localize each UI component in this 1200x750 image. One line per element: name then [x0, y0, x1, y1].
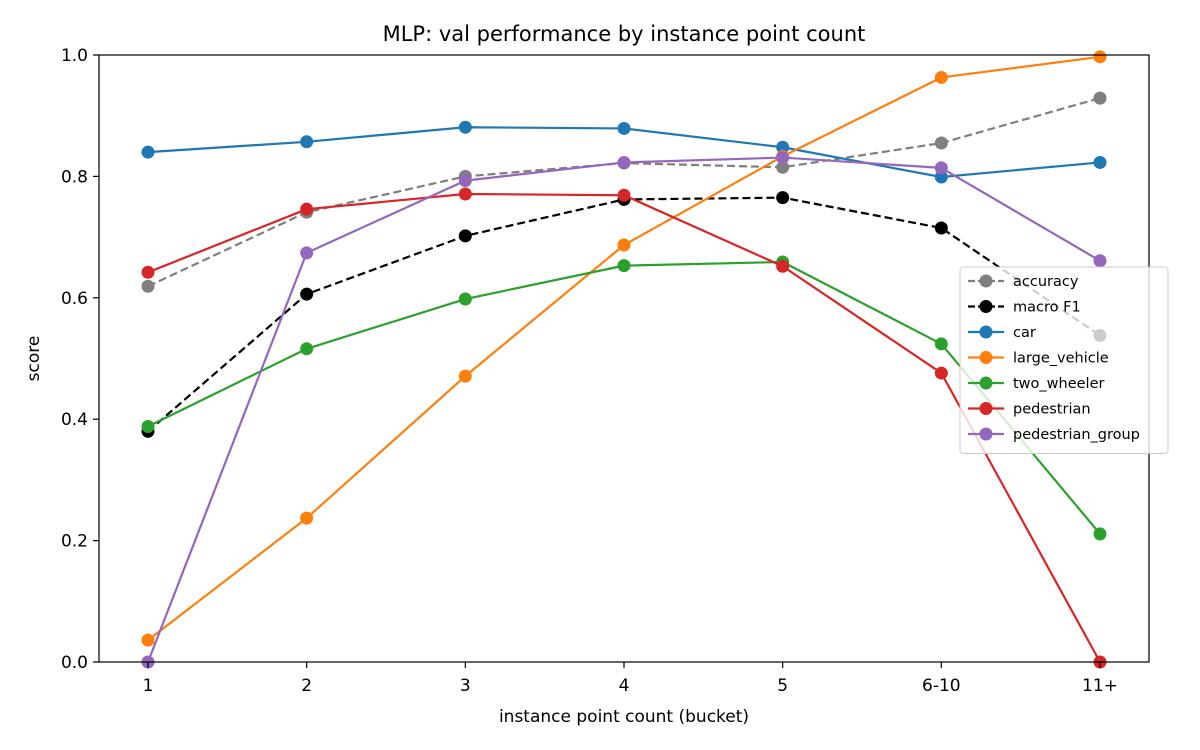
data-point-pedestrian-group [934, 161, 948, 175]
data-point-accuracy [141, 279, 155, 293]
series-line-two-wheeler [147, 260, 1101, 535]
x-tick-label: 6-10 [922, 676, 961, 696]
y-tick-label: 0.0 [61, 653, 88, 673]
data-point-pedestrian-group [458, 174, 472, 188]
data-point-pedestrian [141, 265, 155, 279]
y-tick-label: 0.4 [61, 410, 88, 430]
x-axis-title: instance point count (bucket) [499, 707, 749, 727]
data-point-pedestrian-group [1093, 254, 1107, 268]
legend-label-two-wheeler: two_wheeler [1013, 376, 1105, 392]
series-layer [141, 50, 1107, 669]
data-point-pedestrian-group [617, 155, 631, 169]
legend-swatch-marker-car [979, 325, 993, 339]
data-point-car [141, 145, 155, 159]
data-point-two-wheeler [1093, 527, 1107, 541]
data-point-two-wheeler [934, 337, 948, 351]
data-point-car [1093, 155, 1107, 169]
data-point-car [300, 135, 314, 149]
data-point-car [617, 121, 631, 135]
legend-swatch-marker-pedestrian-group [979, 427, 993, 441]
axes-layer: 1 2 3 4 5 6-10 11+ 0.0 0.2 0.4 0.6 0.8 1.0 [61, 46, 1118, 696]
data-point-two-wheeler [300, 342, 314, 356]
data-point-pedestrian [934, 366, 948, 380]
y-tick-label: 1.0 [61, 46, 88, 66]
legend-label-pedestrian: pedestrian [1013, 402, 1091, 418]
legend-swatch-marker-two-wheeler [979, 376, 993, 390]
data-point-pedestrian [776, 259, 790, 273]
data-point-accuracy [776, 160, 790, 174]
data-point-car [934, 170, 948, 184]
data-point-pedestrian-group [300, 246, 314, 260]
data-point-large-vehicle [617, 238, 631, 252]
data-point-two-wheeler [458, 292, 472, 306]
data-point-large-vehicle [934, 70, 948, 84]
data-point-two-wheeler [141, 419, 155, 433]
legend-label-pedestrian-group: pedestrian_group [1013, 427, 1140, 443]
y-tick-label: 0.2 [61, 532, 88, 552]
data-point-large-vehicle [458, 369, 472, 383]
x-tick-label: 5 [777, 676, 788, 696]
data-point-pedestrian [300, 202, 314, 216]
legend-swatch-marker-large-vehicle [979, 351, 993, 364]
y-axis-title: score [24, 336, 44, 382]
data-point-macro-f1 [776, 191, 790, 205]
legend-swatch-marker-accuracy [979, 274, 993, 288]
y-tick-label: 0.8 [61, 167, 88, 187]
data-point-large-vehicle [300, 511, 314, 525]
legend-label-macro-f1: macro F1 [1013, 300, 1081, 316]
legend-label-large-vehicle: large_vehicle [1013, 351, 1109, 367]
x-tick-label: 3 [460, 676, 471, 696]
data-point-pedestrian [617, 188, 631, 202]
data-point-macro-f1 [300, 287, 314, 301]
data-point-pedestrian [458, 187, 472, 201]
data-point-two-wheeler [617, 259, 631, 273]
legend-swatch-marker-macro-f1 [979, 300, 993, 313]
x-tick-label: 4 [619, 676, 630, 696]
x-tick-label: 11+ [1082, 676, 1118, 696]
data-point-car [776, 140, 790, 154]
data-point-macro-f1 [934, 221, 948, 235]
data-point-pedestrian-group [776, 151, 790, 165]
legend: accuracy macro F1 car large_vehicle two_whee… [959, 266, 1169, 454]
legend-swatch-marker-pedestrian [979, 402, 993, 415]
y-tick-label: 0.6 [61, 289, 88, 309]
series-line-pedestrian-group [146, 156, 1101, 663]
legend-label-accuracy: accuracy [1013, 274, 1079, 290]
x-tick-label: 1 [143, 676, 154, 696]
data-point-car [458, 120, 472, 134]
data-point-macro-f1 [458, 229, 472, 243]
legend-label-car: car [1013, 325, 1036, 341]
series-line-macro-f1 [147, 196, 1101, 433]
data-point-accuracy [934, 136, 948, 150]
data-point-large-vehicle [141, 633, 155, 647]
x-tick-label: 2 [301, 676, 312, 696]
chart-title: MLP: val performance by instance point c… [383, 22, 866, 46]
data-point-accuracy [1093, 91, 1107, 105]
series-line-large-vehicle [147, 55, 1101, 642]
legend-box [959, 266, 1169, 454]
data-point-large-vehicle [1093, 50, 1107, 64]
